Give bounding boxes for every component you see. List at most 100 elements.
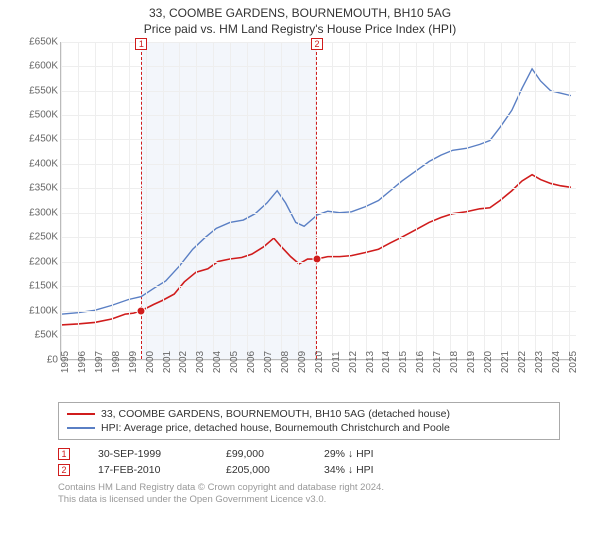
gridline-v: [129, 42, 130, 359]
gridline-h: [61, 188, 576, 189]
legend: 33, COOMBE GARDENS, BOURNEMOUTH, BH10 5A…: [58, 402, 560, 440]
legend-label: HPI: Average price, detached house, Bour…: [101, 422, 450, 434]
sales-table: 1 30-SEP-1999 £99,000 29% ↓ HPI 2 17-FEB-2010…: [58, 446, 560, 478]
y-tick-label: £650K: [29, 36, 58, 47]
sale-hpi-pct: 34% ↓ HPI: [324, 464, 424, 476]
gridline-h: [61, 91, 576, 92]
series-price_paid: [61, 174, 571, 324]
x-tick-label: 2024: [551, 350, 562, 372]
gridline-v: [95, 42, 96, 359]
x-tick-label: 1997: [94, 350, 105, 372]
y-axis: £0 £50K £100K £150K £200K £250K £300K £350K £400…: [16, 42, 60, 382]
x-tick-label: 1995: [60, 350, 71, 372]
copyright-footer: Contains HM Land Registry data © Crown c…: [58, 482, 580, 507]
x-tick-label: 2021: [500, 350, 511, 372]
plot-area: £0 £50K £100K £150K £200K £250K £300K £350K £400…: [16, 42, 576, 382]
legend-row: 33, COOMBE GARDENS, BOURNEMOUTH, BH10 5A…: [67, 407, 551, 421]
x-tick-label: 1996: [77, 350, 88, 372]
gridline-h: [61, 213, 576, 214]
gridline-v: [535, 42, 536, 359]
chart-container: 33, COOMBE GARDENS, BOURNEMOUTH, BH10 5A…: [0, 0, 600, 510]
gridline-h: [61, 237, 576, 238]
x-tick-label: 2012: [348, 350, 359, 372]
gridline-v: [332, 42, 333, 359]
gridline-v: [552, 42, 553, 359]
gridline-v: [467, 42, 468, 359]
gridline-h: [61, 164, 576, 165]
gridline-v: [264, 42, 265, 359]
gridline-v: [213, 42, 214, 359]
sale-hpi-pct: 29% ↓ HPI: [324, 448, 424, 460]
x-tick-label: 2008: [280, 350, 291, 372]
y-tick-label: £150K: [29, 281, 58, 292]
x-tick-label: 2022: [517, 350, 528, 372]
sale-number: 2: [58, 464, 70, 476]
gridline-v: [196, 42, 197, 359]
gridline-v: [230, 42, 231, 359]
x-tick-label: 2001: [162, 350, 173, 372]
sale-date: 17-FEB-2010: [98, 464, 198, 476]
x-tick-label: 2006: [246, 350, 257, 372]
y-tick-label: £100K: [29, 305, 58, 316]
gridline-v: [450, 42, 451, 359]
x-tick-label: 2000: [145, 350, 156, 372]
gridline-v: [484, 42, 485, 359]
x-tick-label: 2005: [229, 350, 240, 372]
y-tick-label: £550K: [29, 85, 58, 96]
y-tick-label: £450K: [29, 134, 58, 145]
x-tick-label: 2004: [212, 350, 223, 372]
gridline-v: [416, 42, 417, 359]
x-tick-label: 2015: [398, 350, 409, 372]
y-tick-label: £300K: [29, 207, 58, 218]
gridline-v: [382, 42, 383, 359]
legend-row: HPI: Average price, detached house, Bour…: [67, 421, 551, 435]
gridline-v: [247, 42, 248, 359]
sale-marker-label: 2: [311, 38, 323, 50]
sale-marker-label: 1: [135, 38, 147, 50]
sale-price: £205,000: [226, 464, 296, 476]
gridline-v: [518, 42, 519, 359]
sale-row: 1 30-SEP-1999 £99,000 29% ↓ HPI: [58, 446, 560, 462]
x-tick-label: 1999: [128, 350, 139, 372]
gridline-h: [61, 286, 576, 287]
gridline-v: [569, 42, 570, 359]
gridline-v: [179, 42, 180, 359]
x-tick-label: 2002: [178, 350, 189, 372]
gridline-h: [61, 139, 576, 140]
sale-row: 2 17-FEB-2010 £205,000 34% ↓ HPI: [58, 462, 560, 478]
x-tick-label: 2011: [331, 351, 342, 373]
x-tick-label: 2016: [415, 350, 426, 372]
sale-date: 30-SEP-1999: [98, 448, 198, 460]
y-tick-label: £350K: [29, 183, 58, 194]
y-tick-label: £250K: [29, 232, 58, 243]
x-tick-label: 2025: [568, 350, 579, 372]
y-tick-label: £600K: [29, 61, 58, 72]
gridline-v: [298, 42, 299, 359]
chart-title: 33, COOMBE GARDENS, BOURNEMOUTH, BH10 5A…: [10, 6, 590, 22]
gridline-v: [315, 42, 316, 359]
y-tick-label: £50K: [35, 330, 58, 341]
x-tick-label: 2020: [483, 350, 494, 372]
gridline-v: [61, 42, 62, 359]
chart-subtitle: Price paid vs. HM Land Registry's House …: [10, 22, 590, 36]
x-axis: 1995199619971998199920002001200220032004…: [60, 360, 576, 382]
y-tick-label: £400K: [29, 158, 58, 169]
gridline-h: [61, 66, 576, 67]
series-hpi: [61, 68, 571, 313]
x-tick-label: 2018: [449, 350, 460, 372]
gridline-v: [78, 42, 79, 359]
x-tick-label: 2023: [534, 350, 545, 372]
sale-price: £99,000: [226, 448, 296, 460]
gridline-v: [349, 42, 350, 359]
gridline-v: [281, 42, 282, 359]
legend-label: 33, COOMBE GARDENS, BOURNEMOUTH, BH10 5A…: [101, 408, 450, 420]
gridline-v: [433, 42, 434, 359]
sale-number: 1: [58, 448, 70, 460]
gridline-v: [163, 42, 164, 359]
x-tick-label: 2010: [314, 350, 325, 372]
legend-swatch: [67, 427, 95, 429]
y-tick-label: £0: [47, 354, 58, 365]
footer-line: Contains HM Land Registry data © Crown c…: [58, 482, 580, 494]
x-tick-label: 1998: [111, 350, 122, 372]
y-tick-label: £200K: [29, 256, 58, 267]
